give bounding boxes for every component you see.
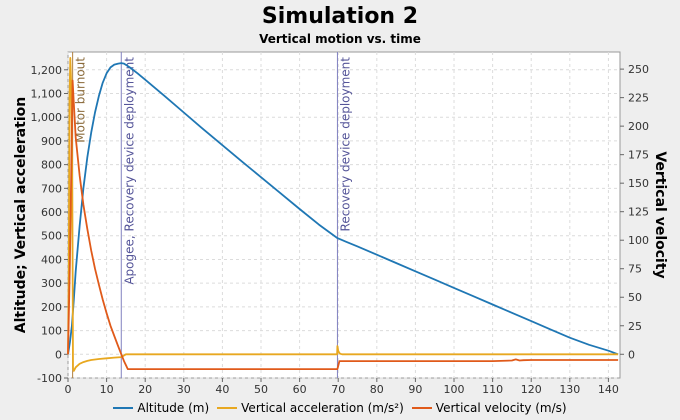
x-tick-label: 60 [293,383,307,396]
event-markers: Motor burnout Apogee, Recovery device dep… [72,52,352,378]
x-tick-label: 100 [444,383,465,396]
y-left-axis-label: Altitude; Vertical acceleration [13,97,29,333]
y-right-tick-label: 200 [628,120,649,133]
x-tick-label: 40 [215,383,229,396]
y-right-tick-label: 175 [628,149,649,162]
y-left-tick-label: 100 [41,325,62,338]
legend-swatch [411,406,432,409]
legend-label: Vertical acceleration (m/s²) [241,401,404,415]
y-right-tick-label: 225 [628,92,649,105]
series-lines [67,57,619,372]
x-axis-ticks: 0 10 20 30 40 50 60 70 80 90 100 110 120 130 140 [65,378,619,396]
y-left-tick-label: 600 [41,206,62,219]
x-tick-label: 70 [331,383,345,396]
y-right-axis-ticks: 0 25 50 75 100 125 150 175 200 225 250 [620,63,649,361]
y-right-tick-label: 0 [628,348,635,361]
x-tick-label: 20 [138,383,152,396]
y-left-tick-label: 200 [41,301,62,314]
y-left-tick-label: 400 [41,253,62,266]
chart-title: Simulation 2 [261,4,419,29]
y-right-tick-label: 100 [628,234,649,247]
legend-label: Vertical velocity (m/s) [435,401,567,415]
chart-subtitle: Vertical motion vs. time [259,32,421,46]
y-left-tick-label: 1,100 [31,87,63,100]
legend-swatch [217,406,238,409]
series-line [67,62,619,356]
event-label: Motor burnout [74,57,88,143]
x-tick-label: 0 [65,383,72,396]
legend-item: Altitude (m) [113,401,209,415]
y-left-tick-label: 1,200 [31,64,63,77]
y-left-tick-label: 1,000 [31,111,63,124]
y-right-tick-label: 125 [628,206,649,219]
grid [67,52,620,379]
legend-item: Vertical acceleration (m/s²) [217,401,404,415]
y-left-tick-label: 900 [41,135,62,148]
x-tick-label: 90 [408,383,422,396]
legend: Altitude (m) Vertical acceleration (m/s²)… [0,401,680,415]
y-right-tick-label: 25 [628,320,642,333]
y-left-tick-label: 800 [41,159,62,172]
x-tick-label: 120 [521,383,542,396]
x-tick-label: 110 [482,383,503,396]
y-left-tick-label: 700 [41,182,62,195]
y-left-tick-label: 300 [41,277,62,290]
event-label: Apogee, Recovery device deployment [122,57,136,285]
series-line [67,79,619,371]
series-line [67,57,619,372]
y-right-tick-label: 250 [628,63,649,76]
y-right-tick-label: 150 [628,177,649,190]
y-left-tick-label: 500 [41,230,62,243]
x-tick-label: 130 [559,383,580,396]
y-right-tick-label: 50 [628,291,642,304]
x-tick-label: 50 [254,383,268,396]
x-tick-label: 80 [370,383,384,396]
y-left-axis-ticks: -100 0 100 200 300 400 500 600 700 800 900 1,000 1,1… [31,64,68,385]
x-tick-label: 10 [100,383,114,396]
plot-area [67,51,621,379]
y-left-tick-label: 0 [55,348,62,361]
legend-item: Vertical velocity (m/s) [411,401,567,415]
event-label: Recovery device deployment [338,57,352,232]
y-right-axis-label: Vertical velocity [652,151,668,278]
legend-label: Altitude (m) [137,401,210,415]
chart-svg: 0 10 20 30 40 50 60 70 80 90 100 110 120 130 140 -1000… [13,51,668,396]
legend-swatch [113,406,134,409]
y-right-tick-label: 75 [628,263,642,276]
y-left-tick-label: -100 [37,372,62,385]
x-tick-label: 30 [177,383,191,396]
x-tick-label: 140 [598,383,619,396]
